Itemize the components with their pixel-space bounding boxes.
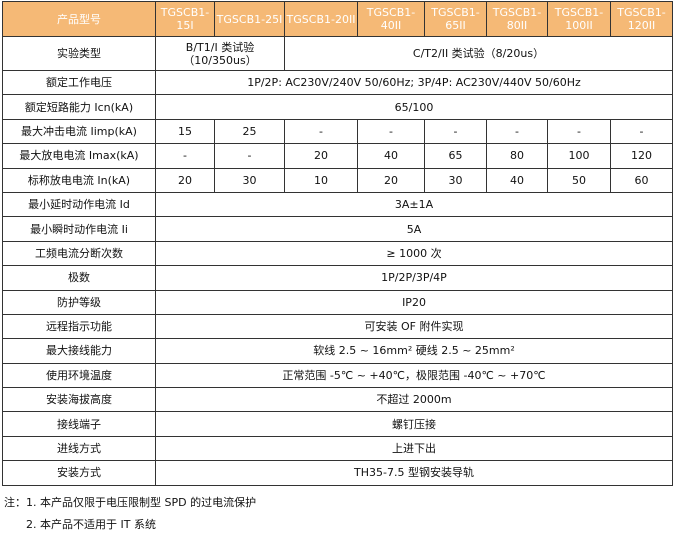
cell: 20: [284, 143, 358, 169]
class1-test: B/T1/I 类试验（10/350us）: [155, 36, 285, 71]
cell: -: [357, 118, 425, 145]
cell: 100: [547, 143, 611, 169]
spec-table: 产品型号 TGSCB1-15I TGSCB1-25I TGSCB1-20II T…: [2, 1, 673, 486]
cell: 20: [357, 167, 425, 193]
table-row: 最大冲击电流 Iimp(kA) 15 25- - - - - -: [2, 118, 673, 145]
row-value: 上进下出: [155, 435, 673, 462]
row-label: 防护等级: [2, 289, 156, 315]
cell: 60: [610, 167, 673, 193]
cell: 120: [610, 143, 673, 169]
row-label: 工频电流分断次数: [2, 240, 156, 267]
cell: 65: [424, 143, 487, 169]
table-row: 工频电流分断次数 ≥ 1000 次: [2, 240, 673, 267]
table-row: 最大接线能力 软线 2.5 ~ 16mm² 硬线 2.5 ~ 25mm²: [2, 338, 673, 364]
cell: 40: [357, 143, 425, 169]
row-value: 正常范围 -5℃ ~ +40℃，极限范围 -40℃ ~ +70℃: [155, 362, 673, 389]
table-row: 额定短路能力 Icn(kA) 65/100: [2, 94, 673, 120]
table-row: 实验类型 B/T1/I 类试验（10/350us） C/T2/II 类试验（8/…: [2, 36, 673, 71]
cell: -: [155, 143, 215, 169]
row-value: 5A: [155, 216, 673, 242]
row-value: 1P/2P/3P/4P: [155, 265, 673, 291]
row-value: 软线 2.5 ~ 16mm² 硬线 2.5 ~ 25mm²: [155, 338, 673, 364]
note: 注：1. 本产品仅限于电压限制型 SPD 的过电流保护: [4, 496, 257, 509]
row-label: 标称放电电流 In(kA): [2, 167, 156, 193]
row-label: 使用环境温度: [2, 362, 156, 389]
cell: -: [284, 118, 358, 145]
row-label: 最小瞬时动作电流 Ii: [2, 216, 156, 242]
row-value: TH35-7.5 型钢安装导轨: [155, 460, 673, 486]
row-value: IP20: [155, 289, 673, 315]
row-label: 接线端子: [2, 411, 156, 437]
row-label: 安装方式: [2, 460, 156, 486]
cell: 25: [214, 118, 285, 145]
table-row: 标称放电电流 In(kA) 20 30 10 20 30 40 50 60: [2, 167, 673, 193]
row-label: 进线方式: [2, 435, 156, 462]
notes: 注：1. 本产品仅限于电压限制型 SPD 的过电流保护 2. 本产品不适用于 I…: [4, 492, 256, 536]
table-row: 防护等级 IP20: [2, 289, 673, 315]
row-value: 可安装 OF 附件实现: [155, 313, 673, 340]
row-label: 额定短路能力 Icn(kA): [2, 94, 156, 120]
table-row: 额定工作电压 1P/2P: AC230V/240V 50/60Hz; 3P/4P…: [2, 69, 673, 96]
cell: 15: [155, 118, 215, 145]
model-header: TGSCB1-25I: [214, 1, 285, 37]
cell: -: [214, 143, 285, 169]
table-row: 使用环境温度 正常范围 -5℃ ~ +40℃，极限范围 -40℃ ~ +70℃: [2, 362, 673, 389]
row-label: 额定工作电压: [2, 69, 156, 96]
cell: 80: [486, 143, 548, 169]
cell: 30: [424, 167, 487, 193]
cell: -: [424, 118, 487, 145]
table-row: 接线端子 螺钉压接: [2, 411, 673, 437]
row-label: 最大放电电流 Imax(kA): [2, 143, 156, 169]
cell: -: [547, 118, 611, 145]
row-label: 最大接线能力: [2, 338, 156, 364]
model-header: TGSCB1-100II: [547, 1, 611, 37]
cell: 30: [214, 167, 285, 193]
row-value: ≥ 1000 次: [155, 240, 673, 267]
model-header: TGSCB1-65II: [424, 1, 487, 37]
model-header: TGSCB1-120II: [610, 1, 673, 37]
row-label: 实验类型: [2, 36, 156, 71]
header-row: 产品型号 TGSCB1-15I TGSCB1-25I TGSCB1-20II T…: [2, 1, 673, 37]
table-row: 安装方式 TH35-7.5 型钢安装导轨: [2, 460, 673, 486]
table-row: 极数 1P/2P/3P/4P: [2, 265, 673, 291]
cell: -: [486, 118, 548, 145]
model-header: TGSCB1-15I: [155, 1, 215, 37]
table-row: 远程指示功能 可安装 OF 附件实现: [2, 313, 673, 340]
row-label: 远程指示功能: [2, 313, 156, 340]
table-row: 最大放电电流 Imax(kA) - -20 40 65 80 100 120: [2, 143, 673, 169]
header-label: 产品型号: [2, 1, 156, 37]
row-value: 65/100: [155, 94, 673, 120]
cell: 20: [155, 167, 215, 193]
table-row: 进线方式 上进下出: [2, 435, 673, 462]
row-label: 极数: [2, 265, 156, 291]
note: 2. 本产品不适用于 IT 系统: [26, 518, 156, 531]
row-label: 安装海拔高度: [2, 387, 156, 413]
model-header: TGSCB1-80II: [486, 1, 548, 37]
cell: 50: [547, 167, 611, 193]
model-header: TGSCB1-20II: [284, 1, 358, 37]
cell: 10: [284, 167, 358, 193]
table-row: 最小延时动作电流 Id 3A±1A: [2, 191, 673, 218]
row-label: 最大冲击电流 Iimp(kA): [2, 118, 156, 145]
cell: 40: [486, 167, 548, 193]
row-value: 螺钉压接: [155, 411, 673, 437]
table-row: 安装海拔高度 不超过 2000m: [2, 387, 673, 413]
row-label: 最小延时动作电流 Id: [2, 191, 156, 218]
row-value: 3A±1A: [155, 191, 673, 218]
model-header: TGSCB1-40II: [357, 1, 425, 37]
table-row: 最小瞬时动作电流 Ii 5A: [2, 216, 673, 242]
class2-test: C/T2/II 类试验（8/20us）: [284, 36, 673, 71]
row-value: 1P/2P: AC230V/240V 50/60Hz; 3P/4P: AC230…: [155, 69, 673, 96]
cell: -: [610, 118, 673, 145]
row-value: 不超过 2000m: [155, 387, 673, 413]
